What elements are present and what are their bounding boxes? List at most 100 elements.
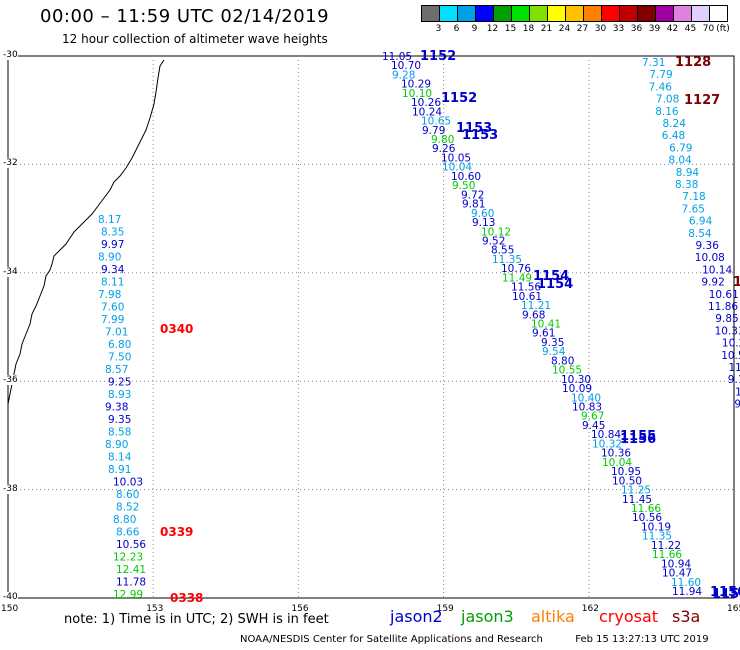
wave-height-label: 8.80 [551, 355, 574, 367]
wave-height-label: 6.48 [662, 130, 685, 142]
time-label: 0339 [160, 525, 193, 539]
wave-height-label: 10.50 [612, 475, 642, 487]
legend-label: 42 [666, 24, 679, 34]
wave-height-label: 7.60 [101, 302, 124, 314]
lat-tick-label: -38 [3, 483, 18, 494]
wave-height-label: 10.61 [709, 289, 739, 301]
wave-height-label: 7.98 [98, 289, 121, 301]
wave-height-label: 11.66 [631, 503, 661, 515]
credit-text: NOAA/NESDIS Center for Satellite Applica… [240, 634, 543, 645]
lon-tick-label: 162 [581, 604, 599, 614]
lon-tick-label: 165 [727, 604, 740, 614]
wave-height-label: 9.79 [422, 125, 445, 137]
wave-height-label: 9.72 [461, 189, 484, 201]
wave-height-label: 10.30 [561, 374, 591, 386]
wave-height-label: 10.25 [722, 338, 740, 350]
lat-tick-label: -36 [3, 375, 18, 386]
wave-height-label: 10.26 [411, 97, 441, 109]
lat-tick-label: -30 [3, 50, 18, 60]
time-label: 1156 [710, 585, 740, 600]
wave-height-label: 11.35 [492, 254, 522, 266]
time-label: 0340 [160, 322, 193, 336]
wave-height-label: 9.80 [431, 134, 454, 146]
wave-height-label: 10.95 [611, 466, 641, 478]
legend-label: 12 [486, 24, 499, 34]
wave-height-label: 10.40 [571, 392, 601, 404]
wave-height-label: 10.05 [441, 152, 471, 164]
wave-height-label: 8.57 [105, 364, 128, 376]
wave-height-label: 10.09 [562, 383, 592, 395]
time-label: 0338 [170, 591, 203, 605]
time-label: 1153 [456, 121, 492, 136]
wave-height-label: 9.36 [696, 240, 720, 252]
wave-height-label: 9.52 [482, 235, 505, 247]
wave-height-label: 10.47 [662, 568, 692, 580]
lon-tick-label: 159 [436, 604, 454, 614]
wave-height-label: 9.35 [541, 337, 564, 349]
wave-height-label: 11.94 [672, 586, 702, 598]
wave-height-label: 8.16 [655, 106, 679, 118]
wave-height-label: 10 [735, 386, 740, 398]
wave-height-label: 9.1 [728, 374, 740, 386]
wave-height-label: 9.50 [452, 180, 475, 192]
wave-height-label: 11.21 [521, 300, 551, 312]
time-label: 1153 [462, 128, 498, 143]
wave-height-label: 9.54 [542, 346, 566, 358]
wave-height-label: 9 [734, 399, 740, 411]
wave-height-label: 9.34 [101, 264, 125, 276]
wave-height-label: 8.55 [491, 245, 514, 257]
wave-height-label: 10.55 [552, 365, 582, 377]
wave-height-label: 7.01 [105, 327, 128, 339]
legend-swatch [709, 5, 728, 22]
time-label: 1152 [441, 91, 477, 106]
legend-label: 21 [540, 24, 553, 34]
wave-height-label: 8.93 [108, 389, 131, 401]
legend-label: 39 [648, 24, 661, 34]
wave-height-label: 11.05 [382, 51, 412, 63]
track-east: 7.317.797.467.088.168.246.486.798.048.94… [642, 55, 740, 411]
wave-height-label: 9.25 [108, 377, 131, 389]
satellite-jason2: jason2 [390, 607, 443, 626]
wave-height-label: 8.60 [116, 489, 139, 501]
wave-height-label: 11.60 [671, 577, 701, 589]
time-label: 1128 [675, 55, 711, 70]
wave-height-label: 10.36 [601, 448, 631, 460]
wave-height-label: 7.79 [649, 69, 672, 81]
wave-height-label: 11.86 [708, 301, 738, 313]
wave-height-label: 7.18 [682, 191, 705, 203]
time-label: 1154 [537, 277, 573, 292]
timestamp-text: Feb 15 13:27:13 UTC 2019 [575, 634, 709, 645]
wave-height-label: 10.60 [451, 171, 481, 183]
time-label: 1154 [533, 269, 569, 284]
time-label: 1 [733, 275, 740, 290]
wave-height-label: 10.61 [512, 291, 542, 303]
wave-height-label: 12.41 [116, 564, 146, 576]
wave-height-label: 9.61 [532, 328, 555, 340]
wave-height-label: 6.79 [669, 142, 692, 154]
legend-label: 24 [558, 24, 571, 34]
wave-height-label: 10.70 [391, 60, 421, 72]
wave-height-label: 9.81 [462, 199, 485, 211]
wave-height-label: 10.94 [661, 558, 691, 570]
legend-label: 70 [702, 24, 715, 34]
wave-height-label: 10.12 [481, 226, 511, 238]
wave-height-label: 11.35 [642, 531, 672, 543]
wave-height-label: 9.67 [581, 411, 604, 423]
wave-height-label: 6.94 [689, 216, 713, 228]
satellite-s3a: s3a [672, 607, 701, 626]
wave-height-label: 10.41 [531, 319, 561, 331]
wave-height-label: 8.54 [688, 228, 712, 240]
legend-label: 45 [684, 24, 697, 34]
page-title: 00:00 – 11:59 UTC 02/14/2019 [40, 6, 330, 27]
wave-height-label: 10.83 [572, 402, 602, 414]
legend-label: 6 [453, 24, 460, 34]
wave-height-label: 10.04 [442, 162, 472, 174]
wave-height-label: 8.90 [105, 439, 128, 451]
wave-height-label: 9.92 [701, 277, 724, 289]
wave-height-label: 9.13 [472, 217, 495, 229]
wave-height-label: 7.50 [108, 352, 131, 364]
wave-height-label: 7.99 [101, 314, 124, 326]
wave-height-label: 8.58 [108, 427, 131, 439]
wave-height-label: 11.78 [116, 577, 146, 589]
